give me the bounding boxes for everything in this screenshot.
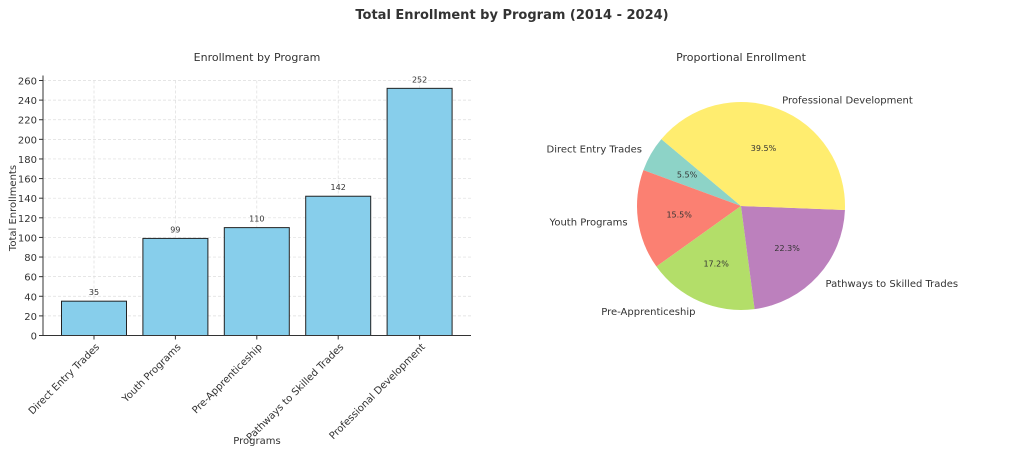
pie-pct-label: 5.5% (677, 171, 698, 180)
bar-value-label: 252 (412, 75, 427, 84)
x-tick-label: Youth Programs (120, 342, 184, 406)
pie-pct-label: 17.2% (703, 259, 729, 268)
pie: 5.5% Direct Entry Trades 15.5% Youth Progra… (547, 95, 959, 318)
bar-value-label: 110 (249, 215, 264, 224)
bar (386, 87, 453, 336)
y-tick-label: 160 (18, 175, 37, 186)
pie-slice (661, 101, 846, 210)
bar (61, 300, 127, 336)
y-tick-label: 260 (18, 77, 37, 88)
pie-slice (643, 139, 741, 206)
y-tick-label: 240 (18, 96, 37, 107)
pie-pct-label: 22.3% (774, 244, 800, 253)
y-tick-label: 200 (18, 135, 37, 146)
bars: 35 99 110 142 252 (61, 75, 453, 336)
y-tick-label: 40 (24, 292, 37, 303)
y-tick-label: 140 (18, 194, 37, 205)
y-tick-label: 0 (31, 332, 37, 343)
x-tick-label: Pre-Apprenticeship (191, 342, 265, 416)
pie-slice (741, 206, 845, 310)
y-tick-label: 120 (18, 214, 37, 225)
y-tick-label: 20 (24, 312, 37, 323)
pie-category-label: Pathways to Skilled Trades (826, 279, 959, 290)
bar-value-label: 35 (89, 288, 99, 297)
pie-category-label: Direct Entry Trades (547, 145, 643, 156)
pie-chart-title: Proportional Enrollment (676, 51, 807, 64)
bar-value-label: 142 (331, 183, 346, 192)
x-tick-label: Pathways to Skilled Trades (245, 342, 347, 444)
y-axis-label: Total Enrollments (8, 165, 19, 252)
pie-pct-label: 39.5% (751, 144, 777, 153)
bar-value-label: 99 (170, 225, 180, 234)
x-axis-label: Programs (233, 436, 280, 447)
y-tick-label: 220 (18, 116, 37, 127)
x-tick-label: Direct Entry Trades (27, 342, 102, 417)
y-tick-label: 180 (18, 155, 37, 166)
y-tick-label: 100 (18, 233, 37, 244)
pie-category-label: Professional Development (782, 95, 913, 106)
pie-slice (636, 170, 741, 267)
pie-category-label: Youth Programs (549, 217, 628, 228)
pie-pct-label: 15.5% (666, 210, 692, 219)
bar-chart-title: Enrollment by Program (194, 51, 321, 64)
bar (142, 237, 209, 336)
bar (305, 195, 372, 336)
pie-category-label: Pre-Apprenticeship (601, 307, 695, 318)
x-tick-label: Professional Development (328, 342, 428, 442)
bar (223, 227, 290, 336)
y-tick-label: 80 (24, 253, 37, 264)
y-tick-label: 60 (24, 273, 37, 284)
pie-slice (656, 206, 755, 311)
figure-title: Total Enrollment by Program (2014 - 2024… (355, 8, 668, 23)
